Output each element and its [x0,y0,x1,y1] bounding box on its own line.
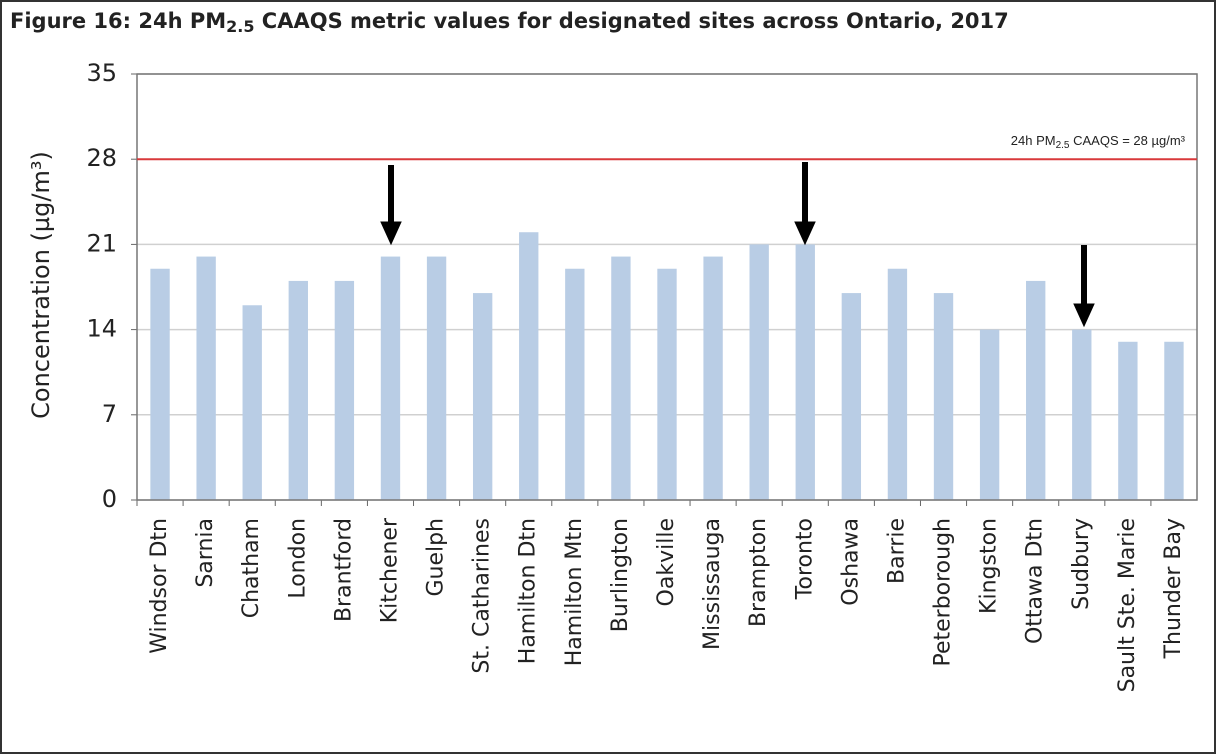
y-tick-label: 7 [102,400,117,428]
plot-frame [136,73,1198,501]
bar [1026,280,1046,500]
x-tick-label: Sarnia [193,518,218,588]
bar [242,305,262,500]
bar [703,256,723,500]
bar [426,256,447,500]
bar [887,268,908,500]
bar [196,256,216,500]
x-tick-label: Oshawa [838,518,863,606]
arrow-head [380,221,402,246]
plot: 0 7 14 21 28 35 Windsor Dtn Sarnia Chatham London… [86,59,1198,692]
bar [657,268,677,500]
x-tick-label: Kitchener [377,517,402,623]
bar [1118,341,1138,500]
bar [1072,329,1092,500]
arrows [380,162,1095,328]
x-tick-label: Chatham [239,518,264,618]
bar [472,293,493,500]
reference-label-part: 2.5 [1056,140,1070,151]
y-tick-label: 28 [86,144,117,172]
x-tick-label: Oakville [654,518,679,606]
bar [749,244,769,500]
chart-title: Figure 16: 24h PM2.5 CAAQS metric values… [10,9,1009,36]
bar [565,268,585,500]
x-tick-label: Brantford [331,518,356,622]
x-tick-label: Barrie [884,518,909,584]
x-tick-label: Ottawa Dtn [1023,518,1048,644]
x-tick-label: Kingston [977,518,1002,614]
reference-label: 24h PM2.5 CAAQS = 28 µg/m³ [1011,134,1186,151]
reference-label-part: CAAQS = 28 µg/m³ [1069,134,1185,149]
y-tick-label: 35 [86,59,117,87]
bar [288,280,308,500]
bar [979,329,1000,500]
arrow-head [794,221,816,246]
x-tick-label: Hamilton Dtn [516,518,541,664]
bar [611,256,631,500]
bar [334,280,355,500]
y-tick-label: 14 [86,315,117,343]
x-tick-label: Windsor Dtn [147,518,172,654]
bar [519,232,539,500]
bar [841,293,862,500]
x-tick-label: St. Catharines [470,518,495,674]
x-tick-label: Sault Ste. Marie [1115,518,1140,692]
bar [795,244,815,500]
reference-label-part: 24h PM [1011,134,1056,149]
x-tick-label: London [285,518,310,599]
x-tick-label: Brampton [746,518,771,627]
bar [933,293,954,500]
x-tick-label: Burlington [608,518,633,632]
x-tick-label: Mississauga [700,518,725,650]
x-tick-label: Peterborough [931,518,956,667]
bar [150,268,170,500]
bar [1164,341,1184,500]
x-tick-label: Sudbury [1069,518,1094,610]
title-part: CAAQS metric values for designated sites… [255,9,1009,33]
x-tick-label: Thunder Bay [1161,518,1186,659]
title-sub: 2.5 [226,17,254,36]
x-tick-label: Guelph [424,518,449,597]
y-axis-label: Concentration (µg/m³) [27,151,55,419]
arrow-head [1073,303,1095,328]
title-part: Figure 16: 24h PM [10,9,226,33]
y-tick-label: 21 [86,229,117,257]
x-tick-label: Hamilton Mtn [562,518,587,666]
y-tick-label: 0 [102,485,117,513]
x-tick-label: Toronto [792,518,817,600]
bar [380,256,401,500]
